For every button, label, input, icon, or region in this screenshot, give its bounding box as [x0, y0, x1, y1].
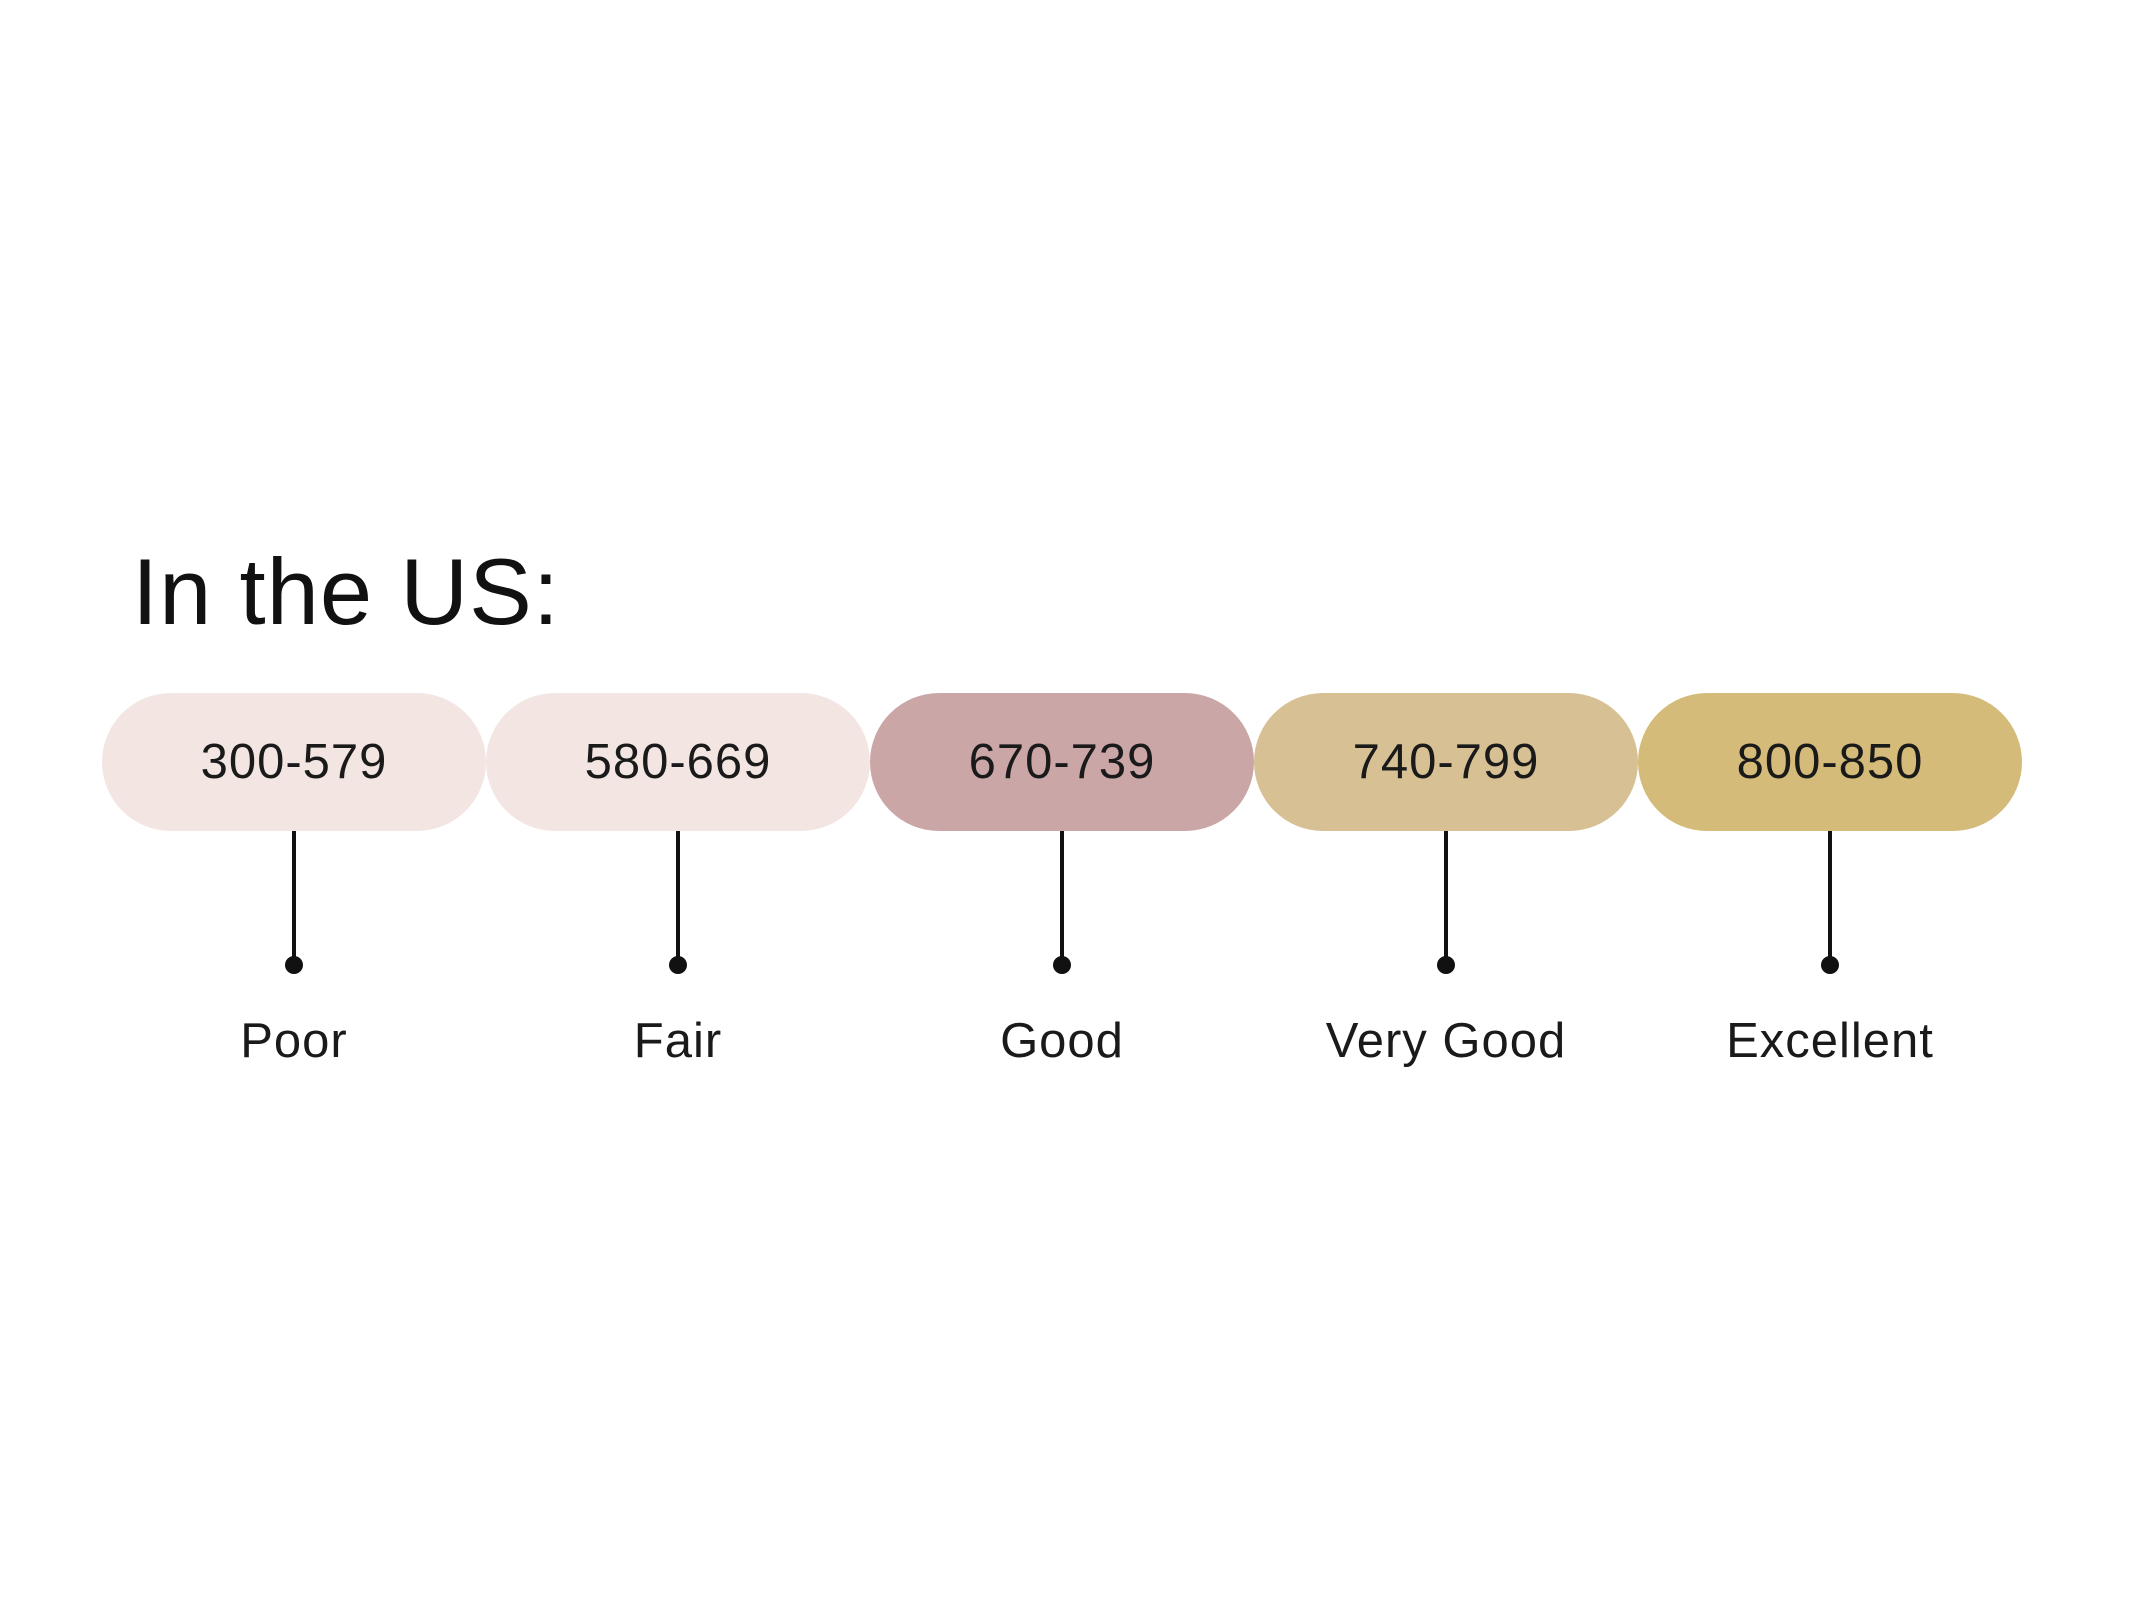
score-range-pill: 740-799: [1254, 693, 1638, 831]
connector-dot: [285, 956, 303, 974]
score-band-poor: 300-579 Poor: [102, 693, 486, 1093]
score-rating-label: Fair: [633, 1014, 723, 1068]
credit-score-scale: 300-579 Poor 580-669 Fair 670-739 Good 7…: [102, 693, 2024, 1093]
score-rating-label: Good: [1000, 1014, 1124, 1068]
connector-line: [1828, 831, 1832, 963]
connector-line: [1060, 831, 1064, 963]
score-band-fair: 580-669 Fair: [486, 693, 870, 1093]
page-title: In the US:: [132, 539, 560, 644]
score-range-pill: 580-669: [486, 693, 870, 831]
connector-dot: [669, 956, 687, 974]
connector-dot: [1053, 956, 1071, 974]
score-rating-label: Poor: [240, 1014, 348, 1068]
score-band-excellent: 800-850 Excellent: [1638, 693, 2022, 1093]
connector-line: [1444, 831, 1448, 963]
score-range-pill: 800-850: [1638, 693, 2022, 831]
score-band-very-good: 740-799 Very Good: [1254, 693, 1638, 1093]
connector-line: [292, 831, 296, 963]
connector-dot: [1821, 956, 1839, 974]
score-rating-label: Excellent: [1726, 1014, 1934, 1068]
score-band-good: 670-739 Good: [870, 693, 1254, 1093]
score-range-pill: 670-739: [870, 693, 1254, 831]
connector-line: [676, 831, 680, 963]
score-range-pill: 300-579: [102, 693, 486, 831]
score-rating-label: Very Good: [1325, 1014, 1567, 1068]
connector-dot: [1437, 956, 1455, 974]
